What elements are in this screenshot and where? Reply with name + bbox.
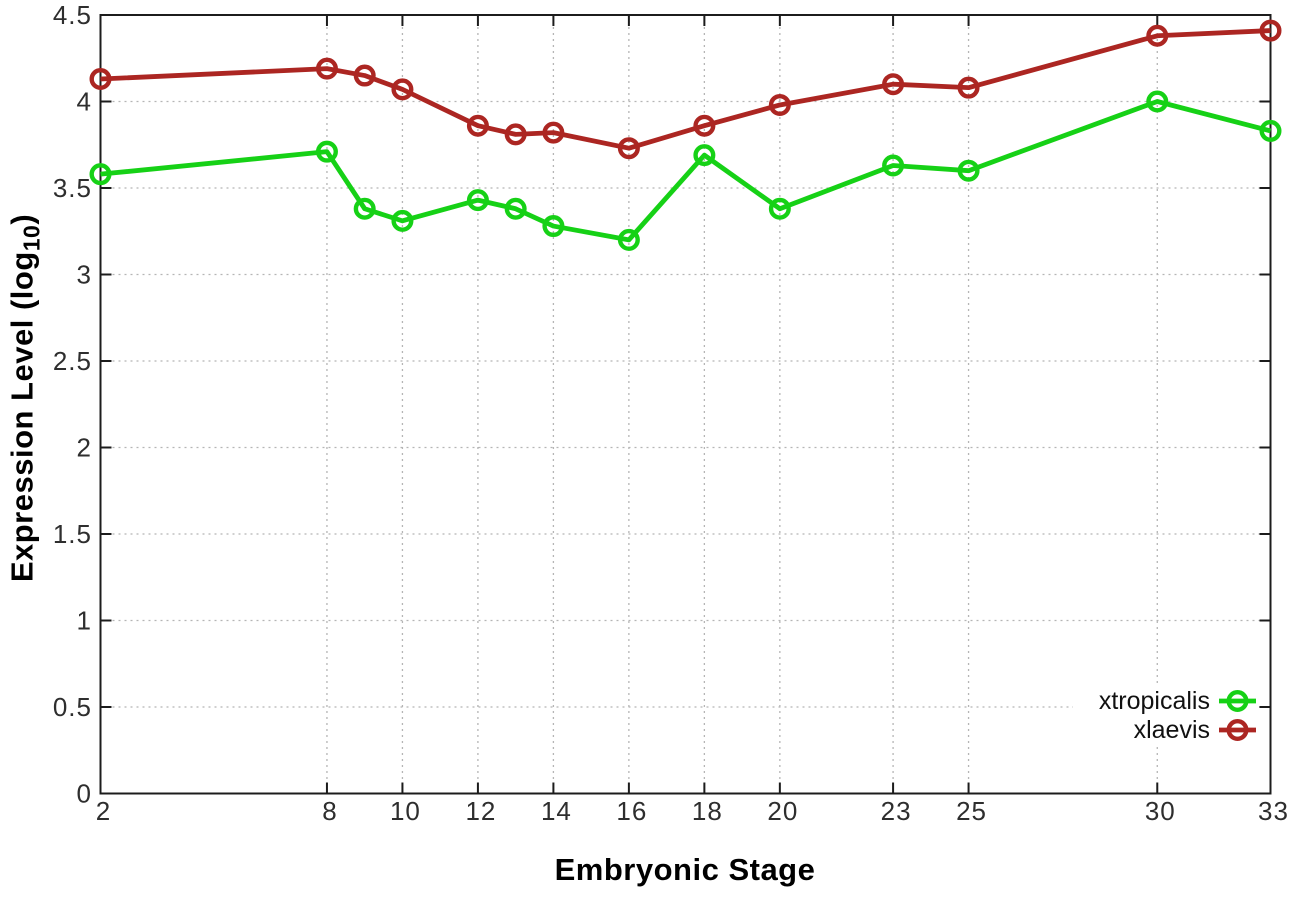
- x-tick-label: 30: [1145, 796, 1176, 826]
- xlaevis-line: [100, 28, 1271, 151]
- legend-marker-xlaevis: [1226, 719, 1249, 742]
- xtropicalis-point: [768, 197, 791, 220]
- x-tick-label: 10: [390, 796, 421, 826]
- xtropicalis-point: [315, 140, 338, 163]
- x-tick-label: 2: [96, 796, 111, 826]
- series-xtropicalis: [89, 90, 1282, 251]
- plot-border: [99, 14, 1272, 795]
- xtropicalis-point: [542, 215, 565, 238]
- xtropicalis-point: [466, 189, 489, 212]
- xlaevis-point: [353, 64, 376, 87]
- xlaevis-point: [1146, 24, 1169, 47]
- x-tick-label: 20: [767, 796, 798, 826]
- xtropicalis-point: [1146, 90, 1169, 113]
- xlaevis-point: [504, 123, 527, 146]
- y-tick-label: 2.5: [53, 346, 92, 376]
- gridlines: [100, 15, 1271, 794]
- xlaevis-point: [882, 73, 905, 96]
- x-tick-label: 25: [956, 796, 987, 826]
- xlaevis-point: [957, 76, 980, 99]
- x-tick-label: 8: [322, 796, 337, 826]
- y-tick-label: 2: [77, 433, 92, 463]
- x-tick-label: 14: [541, 796, 572, 826]
- y-tick-label: 0.5: [53, 692, 92, 722]
- xlaevis-point: [693, 114, 716, 137]
- xlaevis-point: [466, 114, 489, 137]
- x-tick-label: 12: [465, 796, 496, 826]
- xlaevis-point: [1259, 19, 1282, 42]
- y-axis-title-text: Expression Level (log: [4, 251, 40, 583]
- y-axis-title: Expression Level (log10): [5, 214, 46, 582]
- xtropicalis-line: [100, 99, 1272, 243]
- y-tick-label: 4.5: [53, 0, 92, 30]
- xtropicalis-point: [391, 209, 414, 232]
- y-tick-label: 0: [77, 779, 92, 809]
- legend-background: [1073, 684, 1259, 746]
- legend-label-xtropicalis: xtropicalis: [1099, 687, 1210, 715]
- y-axis-title-end: ): [4, 213, 40, 225]
- y-tick-label: 1: [77, 606, 92, 636]
- y-tick-label: 4: [77, 87, 92, 117]
- xtropicalis-point: [89, 163, 112, 186]
- y-tick-label: 3: [77, 260, 92, 290]
- series-xlaevis: [89, 19, 1282, 160]
- tick-marks: [99, 14, 1272, 795]
- xlaevis-point: [315, 57, 338, 80]
- y-axis-title-subscript: 10: [18, 224, 45, 252]
- xlaevis-point: [542, 121, 565, 144]
- y-tick-label: 1.5: [53, 519, 92, 549]
- xtropicalis-point: [957, 159, 980, 182]
- xlaevis-point: [768, 93, 791, 116]
- x-tick-label: 23: [881, 796, 912, 826]
- xlaevis-point: [617, 137, 640, 160]
- xtropicalis-point: [882, 154, 905, 177]
- x-tick-labels: 2 8 10 12 14 16 18 20 23 25 30 33: [96, 796, 1289, 826]
- x-axis-title: Embryonic Stage: [554, 852, 816, 887]
- xtropicalis-point: [693, 144, 716, 167]
- x-tick-label: 33: [1258, 796, 1289, 826]
- xlaevis-point: [89, 68, 112, 91]
- legend-label-xlaevis: xlaevis: [1134, 716, 1210, 744]
- y-tick-labels: 0 0.5 1 1.5 2 2.5 3 3.5 4 4.5: [53, 0, 92, 809]
- xtropicalis-point: [504, 197, 527, 220]
- xtropicalis-point: [1259, 119, 1282, 142]
- x-tick-label: 16: [616, 796, 647, 826]
- x-tick-label: 18: [692, 796, 723, 826]
- y-tick-label: 3.5: [53, 173, 92, 203]
- legend-marker-xtropicalis: [1226, 690, 1249, 713]
- xtropicalis-point: [353, 197, 376, 220]
- xtropicalis-point: [617, 228, 640, 251]
- xlaevis-point: [391, 78, 414, 101]
